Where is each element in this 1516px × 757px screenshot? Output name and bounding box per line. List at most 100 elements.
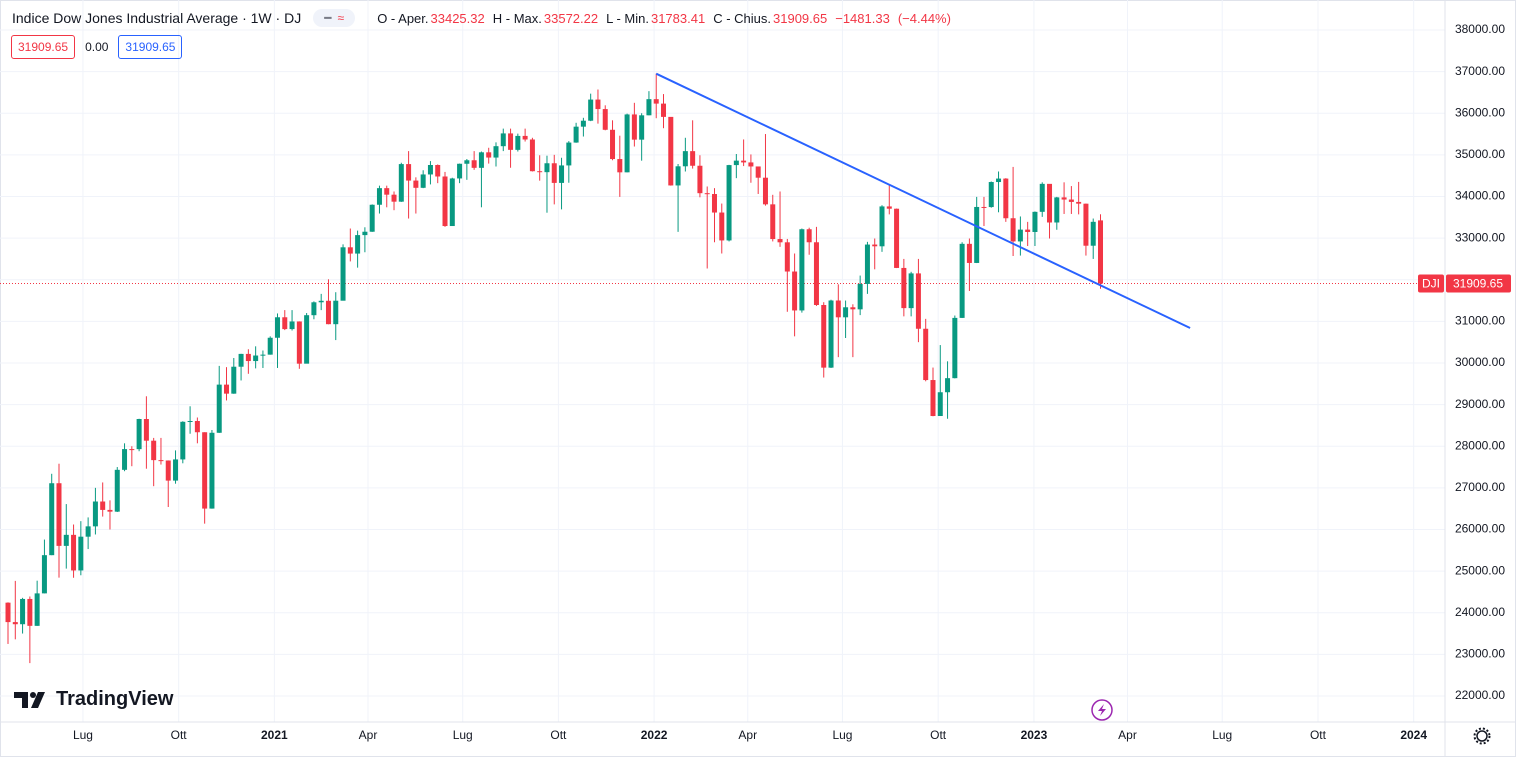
candle-body xyxy=(515,135,521,150)
candle-body xyxy=(71,534,77,571)
candle-body xyxy=(355,235,361,254)
candle-body xyxy=(682,151,688,167)
settings-icon-teeth xyxy=(1473,727,1491,745)
candle-body xyxy=(209,432,215,509)
candle-body xyxy=(56,483,62,546)
open-value: 33425.32 xyxy=(430,10,485,26)
y-tick-label: 31000.00 xyxy=(1455,314,1505,328)
candle-body xyxy=(260,354,266,356)
candle-body xyxy=(173,459,179,481)
candle-body xyxy=(777,239,783,243)
candle-body xyxy=(631,114,637,140)
candle-body xyxy=(289,321,295,330)
candle-body xyxy=(420,174,426,188)
candle-body xyxy=(1054,197,1060,223)
candle-body xyxy=(449,178,455,227)
candle-body xyxy=(1061,197,1067,200)
candle-body xyxy=(719,212,725,241)
candle-body xyxy=(1003,178,1009,219)
candle-body xyxy=(114,469,120,512)
candle-body xyxy=(369,204,375,232)
candle-body xyxy=(639,115,645,140)
candle-body xyxy=(580,120,586,127)
candle-body xyxy=(566,142,572,166)
x-tick-label: Lug xyxy=(1212,728,1232,742)
price-row: 31909.65 0.00 31909.65 xyxy=(11,35,183,59)
candle-body xyxy=(602,109,608,130)
y-tick-label: 35000.00 xyxy=(1455,147,1505,161)
candle-body xyxy=(245,353,251,362)
candle-body xyxy=(100,501,106,510)
candle-body xyxy=(966,243,972,263)
spread-value: 0.00 xyxy=(85,40,109,54)
candle-body xyxy=(1076,201,1082,204)
y-tick-label: 24000.00 xyxy=(1455,605,1505,619)
y-tick-label: 29000.00 xyxy=(1455,397,1505,411)
candle-body xyxy=(1010,218,1016,242)
change-value: −1481.33 xyxy=(835,10,890,26)
candle-body xyxy=(180,421,186,460)
candle-body xyxy=(886,206,892,209)
candle-body xyxy=(879,206,885,247)
candle-body xyxy=(41,555,47,594)
candle-body xyxy=(1025,229,1031,232)
candle-body xyxy=(653,99,659,104)
candle-body xyxy=(923,328,929,381)
x-tick-label: 2022 xyxy=(641,728,668,742)
candle-body xyxy=(49,483,55,556)
candle-body xyxy=(551,163,557,183)
candle-body xyxy=(158,460,164,462)
y-tick-label: 23000.00 xyxy=(1455,647,1505,661)
y-tick-label: 30000.00 xyxy=(1455,355,1505,369)
settings-icon-ring xyxy=(1476,730,1488,742)
x-tick-label: Apr xyxy=(359,728,378,742)
branding-text: TradingView xyxy=(56,688,174,710)
candle-body xyxy=(595,99,601,110)
candle-body xyxy=(347,247,353,254)
candle-body xyxy=(711,194,717,213)
candle-body xyxy=(799,229,805,311)
candle-body xyxy=(107,509,113,512)
candle-body xyxy=(806,229,812,243)
candle-body xyxy=(478,152,484,168)
candle-body xyxy=(770,204,776,240)
candle-body xyxy=(945,378,951,393)
candle-body xyxy=(406,164,412,181)
trendline xyxy=(655,72,1191,329)
y-tick-label: 22000.00 xyxy=(1455,688,1505,702)
replay-icon-circle xyxy=(1091,699,1113,721)
candle-body xyxy=(318,300,324,303)
candle-body xyxy=(340,247,346,301)
candle-body xyxy=(1039,183,1045,212)
candle-body xyxy=(784,242,790,272)
x-tick-label: 2021 xyxy=(261,728,288,742)
low-value: 31783.41 xyxy=(650,10,706,26)
x-tick-label: Apr xyxy=(738,728,757,742)
visibility-toggle[interactable]: ━ ≈ xyxy=(313,9,356,27)
y-tick-label: 38000.00 xyxy=(1455,22,1505,36)
ask-box: 31909.65 xyxy=(118,35,183,59)
candle-body xyxy=(333,300,339,325)
settings-icon[interactable] xyxy=(1473,727,1491,745)
candle-body xyxy=(376,188,382,205)
candle-body xyxy=(202,432,208,509)
candle-body xyxy=(296,321,302,364)
candle-body xyxy=(937,392,943,417)
candle-body xyxy=(253,355,259,362)
candle-body xyxy=(267,337,273,355)
candle-body xyxy=(559,165,565,183)
close-label: C - Chius. xyxy=(713,10,771,26)
price-badge-value: 31909.65 xyxy=(1453,277,1503,291)
change-percent: (−4.44%) xyxy=(897,10,951,26)
candle-body xyxy=(661,103,667,117)
candle-body xyxy=(216,384,222,433)
candle-body xyxy=(304,315,310,364)
replay-icon[interactable] xyxy=(1091,699,1113,721)
x-tick-label: Ott xyxy=(1310,728,1327,742)
candle-body xyxy=(981,206,987,208)
candle-body xyxy=(915,273,921,329)
open-label: O - Aper. xyxy=(377,10,429,26)
candle-body xyxy=(813,242,819,305)
